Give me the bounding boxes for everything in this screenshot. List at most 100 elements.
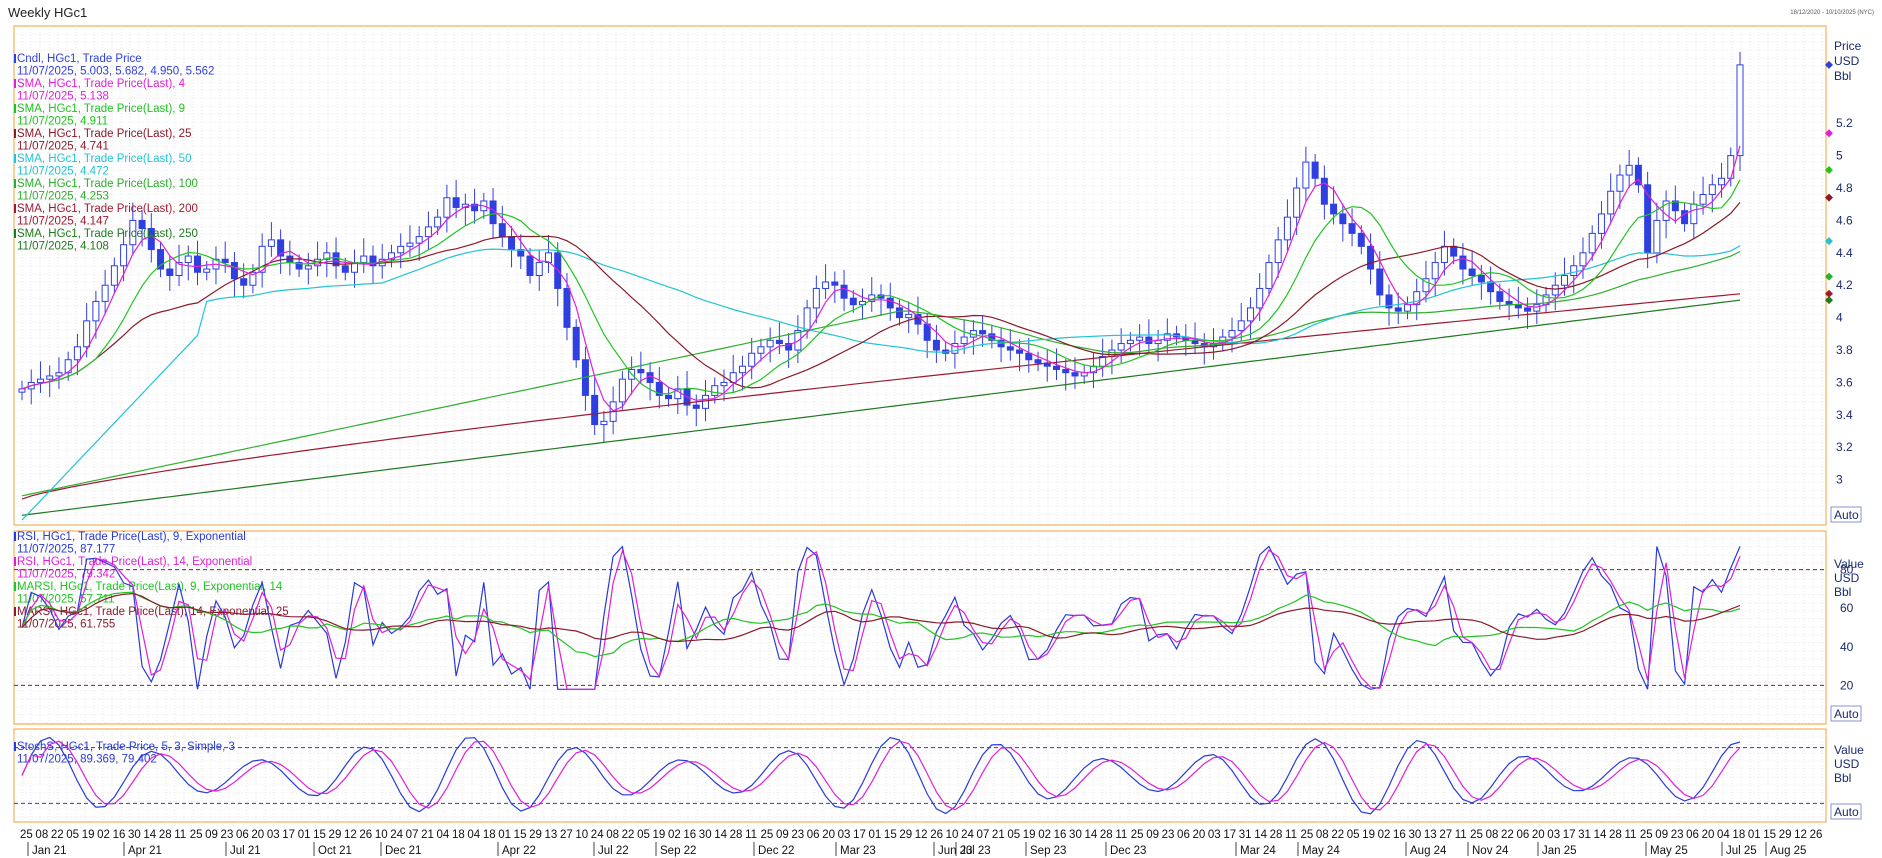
x-month-label: Dec 23 [1110,845,1146,857]
price-legend-value: 11/07/2025, 5.138 [17,91,109,103]
x-day-tick: 01 [498,829,511,841]
candle-body [1440,245,1448,264]
price-axis-header: USD [1834,54,1860,68]
rsi-tick-label: 60 [1840,601,1854,615]
price-legend-value: 11/07/2025, 4.253 [17,191,109,203]
price-legend-value: 11/07/2025, 4.911 [17,116,108,128]
candle-body [1394,307,1402,312]
x-day-tick: 08 [1486,829,1499,841]
price-tick-label: 4.4 [1836,246,1853,260]
candle-body [1274,239,1282,264]
candle-body [1403,304,1411,312]
x-day-tick: 10 [946,829,959,841]
candle-body [831,281,839,286]
x-day-tick: 25 [1131,829,1144,841]
price-auto-box [1830,506,1862,523]
candle-body [1477,275,1485,283]
x-day-tick: 31 [1578,829,1591,841]
x-day-tick: 06 [236,829,249,841]
price-tick-label: 3.2 [1836,440,1853,454]
x-day-tick: 25 [1470,829,1483,841]
candle-body [46,375,54,380]
x-day-tick: 23 [1671,829,1684,841]
candle-body [1034,359,1042,364]
candle-body [757,346,765,354]
price-legend-marker [14,79,16,88]
x-day-tick: 22 [1331,829,1344,841]
candle-body [600,420,608,426]
price-legend-label: SMA, HGc1, Trade Price(Last), 100 [17,178,198,190]
candle-body [1487,281,1495,293]
candle-body [83,320,91,348]
sma-9-line [21,179,1741,395]
price-legend-item: SMA, HGc1, Trade Price(Last), 25011/07/2… [14,228,198,253]
x-day-tick: 14 [714,829,727,841]
candle-body [1671,200,1679,212]
rsi-legend-value: 11/07/2025, 57.711 [17,594,114,606]
candle-body [332,252,340,267]
candle-body [73,346,81,361]
candle-body [1625,164,1633,176]
candle-body [637,368,645,374]
candle-body [1062,368,1070,374]
candle-body [711,385,719,396]
x-month-label: Apr 22 [502,845,536,857]
stoch-axis-header: Value [1834,743,1864,757]
candle-body [1367,245,1375,270]
candle-body [1736,64,1744,157]
x-day-tick: 01 [1748,829,1761,841]
latest-value-marker [1825,193,1833,202]
candle-body [720,381,728,387]
candle-body [166,268,174,276]
x-day-tick: 28 [1100,829,1113,841]
price-tick-label: 3 [1836,473,1843,487]
x-day-tick: 25 [190,829,203,841]
x-month-label: Jul 21 [230,845,261,857]
x-day-tick: 25 [1640,829,1653,841]
candle-body [849,297,857,306]
price-legend-item: SMA, HGc1, Trade Price(Last), 411/07/202… [14,78,186,103]
latest-value-marker [1825,166,1833,175]
candle-body [443,197,451,218]
x-day-tick: 15 [884,829,897,841]
price-legend-value: 11/07/2025, 4.147 [17,216,109,228]
x-day-tick: 09 [205,829,218,841]
stoch-legend-label: StochS, HGc1, Trade Price, 5, 3, Simple,… [17,741,235,753]
x-day-tick: 05 [1007,829,1020,841]
stoch-axis-header: Bbl [1834,771,1851,785]
x-day-tick: 03 [267,829,280,841]
candle-body [1385,294,1393,309]
price-tick-label: 5 [1836,149,1843,163]
x-day-tick: 02 [1038,829,1051,841]
candle-body [471,203,479,212]
candle-body [1117,343,1125,351]
x-day-tick: 11 [1624,829,1636,841]
x-day-tick: 06 [1516,829,1529,841]
candle-body [1662,200,1670,221]
x-day-tick: 20 [1702,829,1715,841]
x-day-tick: 04 [1717,829,1730,841]
rsi-legend-value: 11/07/2025, 87.177 [17,544,115,556]
candle-body [1524,307,1532,312]
price-tick-label: 4 [1836,311,1843,325]
candle-body [766,339,774,348]
x-month-label: Aug 24 [1410,845,1447,857]
x-day-tick: 29 [329,829,342,841]
x-day-tick: 15 [514,829,527,841]
x-day-tick: 28 [1609,829,1622,841]
candle-body [175,262,183,277]
candle-body [1357,232,1365,247]
rsi-legend-item: RSI, HGc1, Trade Price(Last), 9, Exponen… [14,531,246,556]
stoch-legend-value: 11/07/2025, 89.369, 79.402 [17,754,157,766]
candle-body [64,359,72,374]
candle-body [55,372,63,377]
rsi-legend-label: MARSI, HGc1, Trade Price(Last), 14, Expo… [17,606,289,618]
candle-body [36,378,44,383]
x-day-tick: 14 [143,829,156,841]
candle-body [1136,336,1144,341]
price-tick-label: 3.8 [1836,343,1853,357]
x-day-tick: 07 [406,829,419,841]
x-day-tick: 24 [961,829,974,841]
